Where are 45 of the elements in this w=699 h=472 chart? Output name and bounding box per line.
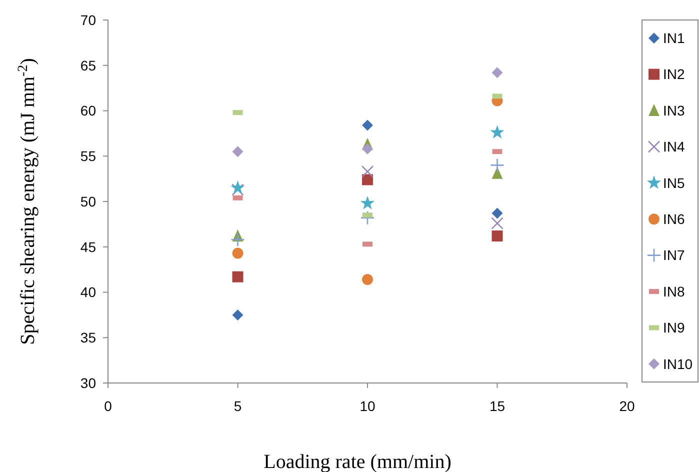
x-tick-label: 0 bbox=[104, 398, 112, 414]
legend-label: IN3 bbox=[663, 102, 685, 118]
point bbox=[362, 174, 373, 186]
legend-label: IN9 bbox=[663, 320, 685, 336]
y-tick-label: 55 bbox=[80, 148, 96, 164]
legend-label: IN1 bbox=[663, 30, 685, 46]
x-tick-label: 10 bbox=[360, 398, 376, 414]
point bbox=[232, 309, 244, 320]
y-tick-label: 70 bbox=[80, 12, 96, 28]
point bbox=[361, 165, 374, 178]
point bbox=[360, 210, 375, 225]
y-tick-label: 60 bbox=[80, 102, 96, 119]
y-tick-label: 35 bbox=[80, 330, 96, 346]
y-tick-label: 65 bbox=[80, 57, 96, 74]
point bbox=[492, 230, 503, 242]
point bbox=[490, 158, 504, 172]
point bbox=[362, 120, 373, 131]
x-tick-label: 15 bbox=[489, 398, 506, 414]
legend-label: IN7 bbox=[663, 247, 685, 264]
legend-label: IN6 bbox=[663, 211, 685, 227]
point bbox=[232, 146, 244, 158]
legend-label: IN5 bbox=[663, 174, 685, 191]
point bbox=[492, 67, 503, 78]
point bbox=[362, 274, 373, 286]
legend-label: IN10 bbox=[663, 356, 693, 372]
y-tick-label: 30 bbox=[80, 374, 96, 391]
legend-label: IN8 bbox=[663, 283, 685, 300]
point bbox=[361, 196, 374, 209]
x-axis-title: Loading rate (mm/min) bbox=[264, 451, 452, 472]
point bbox=[362, 143, 373, 154]
y-tick-label: 45 bbox=[80, 238, 96, 255]
point bbox=[490, 126, 504, 138]
point bbox=[492, 208, 503, 219]
point bbox=[492, 166, 503, 179]
x-tick-label: 5 bbox=[234, 398, 242, 414]
x-tick-label: 20 bbox=[619, 398, 635, 414]
point bbox=[231, 181, 244, 194]
point bbox=[232, 248, 244, 259]
legend-label: IN4 bbox=[663, 138, 685, 155]
y-tick-label: 50 bbox=[80, 193, 96, 210]
y-tick-label: 40 bbox=[80, 284, 96, 300]
point bbox=[232, 271, 244, 282]
legend-label: IN2 bbox=[663, 66, 685, 82]
point bbox=[491, 217, 504, 230]
point bbox=[230, 232, 245, 247]
